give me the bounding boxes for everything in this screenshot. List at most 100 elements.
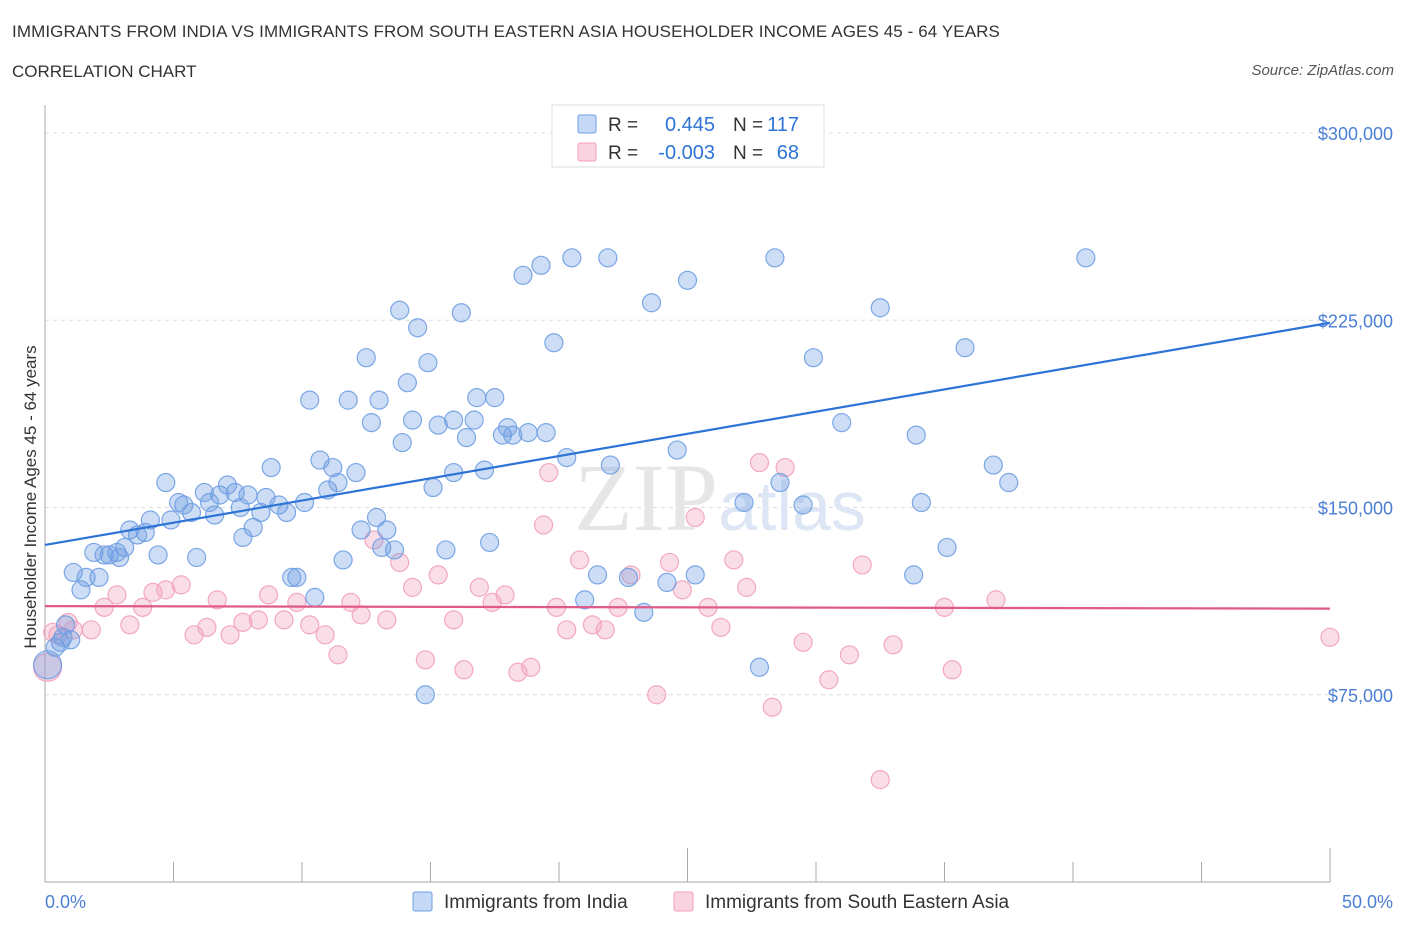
data-point <box>392 432 412 453</box>
data-point <box>366 507 387 528</box>
data-point <box>423 477 443 498</box>
data-point <box>361 413 381 433</box>
series-india <box>32 248 1096 705</box>
x-tick-labels: 0.0% 50.0% <box>45 892 1393 912</box>
data-point <box>328 472 348 493</box>
data-point <box>61 630 81 650</box>
data-point <box>557 620 577 640</box>
data-point <box>749 657 770 677</box>
data-point <box>161 510 181 530</box>
data-point <box>81 620 101 640</box>
data-point <box>346 462 366 483</box>
data-point <box>793 495 813 515</box>
data-point <box>657 572 677 593</box>
legend-swatch-india <box>577 114 597 134</box>
data-point <box>53 627 73 647</box>
legend-sea-r-value: -0.003 <box>658 142 715 164</box>
data-point <box>618 567 638 588</box>
data-point <box>300 390 320 410</box>
data-point <box>634 602 654 622</box>
data-point <box>770 472 790 493</box>
data-point <box>356 348 376 368</box>
data-point <box>428 415 448 435</box>
data-point <box>294 492 315 513</box>
data-point <box>233 612 253 632</box>
data-point <box>444 410 464 430</box>
trend-line <box>44 605 1331 610</box>
data-point <box>587 565 608 585</box>
data-point <box>390 300 410 320</box>
data-point <box>174 495 194 515</box>
data-point <box>351 605 371 625</box>
data-point <box>999 472 1019 493</box>
data-point <box>323 457 343 478</box>
data-point <box>338 390 358 410</box>
chart-subtitle: CORRELATION CHART <box>12 62 197 81</box>
data-point <box>369 390 389 410</box>
data-point <box>937 537 957 558</box>
data-point <box>402 410 423 430</box>
series-legend-swatch-sea <box>673 891 694 912</box>
data-point <box>169 492 189 513</box>
y-tick-labels: $75,000 $150,000 $225,000 $300,000 <box>1318 124 1393 706</box>
data-point <box>621 565 641 585</box>
data-point <box>220 625 240 645</box>
y-tick-label: $225,000 <box>1318 311 1393 331</box>
series-legend-swatch-india <box>412 891 433 912</box>
data-point <box>456 427 477 448</box>
data-point <box>148 545 168 565</box>
data-point <box>48 625 68 645</box>
data-point <box>737 577 757 597</box>
data-point <box>402 577 423 597</box>
data-point <box>210 485 230 505</box>
legend-sea-n-value: 68 <box>777 142 799 164</box>
data-point <box>451 303 471 323</box>
data-point <box>562 248 582 268</box>
data-point <box>194 482 214 503</box>
data-point <box>582 615 603 635</box>
data-point <box>724 550 744 570</box>
y-tick-label: $150,000 <box>1318 499 1393 519</box>
data-point <box>711 617 731 637</box>
data-point <box>55 615 76 635</box>
data-point <box>641 293 662 313</box>
data-point <box>300 615 320 635</box>
data-point <box>575 590 595 610</box>
data-point <box>762 697 782 717</box>
legend-sea-n-label: N = <box>733 143 763 164</box>
data-point <box>734 492 754 513</box>
x-tick-label: 50.0% <box>1342 892 1393 912</box>
data-point <box>436 540 456 560</box>
data-point <box>870 770 890 790</box>
data-point <box>415 650 435 670</box>
data-point <box>521 657 541 677</box>
data-point <box>595 620 615 640</box>
data-point <box>287 592 307 612</box>
data-point <box>775 457 795 478</box>
data-point <box>315 625 335 645</box>
data-point <box>107 585 127 605</box>
data-point <box>1076 248 1096 268</box>
data-point <box>276 502 297 523</box>
data-point <box>539 462 559 483</box>
series-legend: Immigrants from India Immigrants from So… <box>412 891 1010 913</box>
y-tick-label: $75,000 <box>1328 686 1393 706</box>
series-legend-label-india: Immigrants from India <box>444 892 628 913</box>
data-point <box>647 685 667 705</box>
data-point <box>832 413 852 433</box>
data-point <box>765 248 785 268</box>
data-point <box>883 635 903 655</box>
y-axis-label: Householder Income Ages 45 - 64 years <box>21 345 40 648</box>
data-point <box>518 423 538 443</box>
data-point <box>140 510 160 530</box>
data-point <box>1320 627 1340 647</box>
data-point <box>282 567 302 588</box>
data-point <box>803 348 824 368</box>
data-point <box>536 423 556 443</box>
series-legend-label-sea: Immigrants from South Eastern Asia <box>705 892 1010 913</box>
data-point <box>397 373 417 393</box>
data-point <box>94 597 114 617</box>
data-point <box>233 527 253 548</box>
data-point <box>181 502 202 523</box>
